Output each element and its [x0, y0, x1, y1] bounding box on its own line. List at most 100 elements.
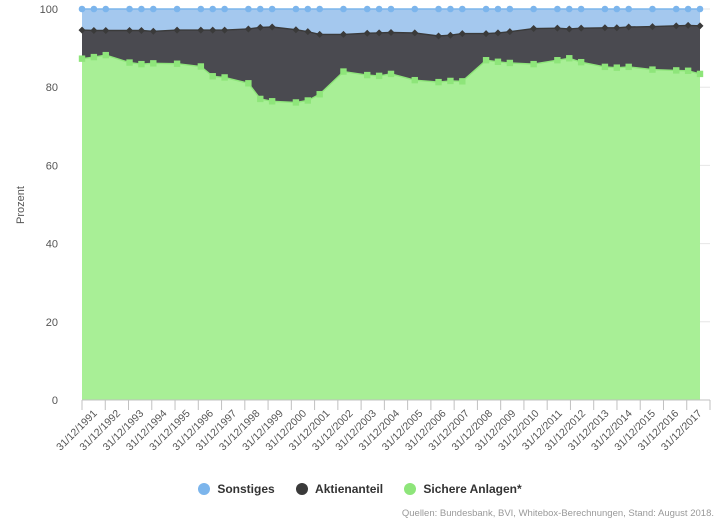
marker-sichere-anlagen-23[interactable]: [459, 78, 466, 85]
marker-sonstiges-2[interactable]: [102, 5, 110, 13]
marker-sichere-anlagen-26[interactable]: [506, 59, 514, 67]
marker-sichere-anlagen-10[interactable]: [245, 80, 252, 87]
legend-item-aktienanteil[interactable]: Aktienanteil: [296, 482, 383, 496]
marker-sonstiges-15[interactable]: [316, 5, 323, 13]
marker-sichere-anlagen-19[interactable]: [387, 70, 395, 78]
marker-sichere-anlagen-5[interactable]: [150, 60, 157, 67]
marker-sichere-anlagen-18[interactable]: [375, 72, 383, 80]
area-aktienanteil[interactable]: [82, 25, 700, 103]
marker-aktienanteil-36[interactable]: [684, 21, 692, 29]
marker-sichere-anlagen-28[interactable]: [554, 57, 561, 64]
marker-aktienanteil-21[interactable]: [435, 32, 443, 40]
marker-sichere-anlagen-15[interactable]: [316, 91, 323, 98]
marker-aktienanteil-26[interactable]: [506, 28, 514, 36]
marker-sonstiges-23[interactable]: [459, 5, 466, 13]
marker-sonstiges-24[interactable]: [482, 5, 490, 13]
marker-sonstiges-35[interactable]: [672, 5, 680, 13]
marker-sichere-anlagen-20[interactable]: [411, 76, 418, 84]
marker-sonstiges-29[interactable]: [565, 5, 573, 13]
marker-sonstiges-12[interactable]: [268, 5, 276, 13]
marker-sichere-anlagen-13[interactable]: [292, 99, 300, 106]
marker-sichere-anlagen-35[interactable]: [673, 67, 680, 74]
marker-sonstiges-14[interactable]: [304, 5, 312, 13]
marker-sonstiges-17[interactable]: [363, 5, 371, 13]
marker-sonstiges-11[interactable]: [256, 5, 264, 13]
marker-sonstiges-19[interactable]: [387, 5, 395, 13]
marker-aktienanteil-17[interactable]: [363, 29, 371, 37]
marker-aktienanteil-2[interactable]: [102, 27, 110, 35]
marker-sichere-anlagen-27[interactable]: [530, 60, 537, 68]
marker-sonstiges-10[interactable]: [245, 5, 252, 13]
marker-sonstiges-1[interactable]: [90, 5, 98, 13]
marker-aktienanteil-27[interactable]: [530, 25, 538, 33]
marker-sichere-anlagen-3[interactable]: [126, 59, 133, 66]
marker-aktienanteil-16[interactable]: [339, 30, 347, 38]
marker-sonstiges-26[interactable]: [506, 5, 514, 13]
marker-aktienanteil-12[interactable]: [268, 23, 276, 31]
marker-aktienanteil-0[interactable]: [78, 26, 86, 34]
marker-sichere-anlagen-7[interactable]: [197, 63, 205, 70]
marker-sonstiges-4[interactable]: [138, 5, 145, 13]
marker-sichere-anlagen-16[interactable]: [340, 68, 347, 75]
marker-sichere-anlagen-30[interactable]: [577, 58, 585, 66]
marker-aktienanteil-32[interactable]: [613, 24, 621, 32]
marker-aktienanteil-30[interactable]: [577, 24, 585, 32]
marker-sichere-anlagen-22[interactable]: [447, 77, 454, 85]
marker-sonstiges-7[interactable]: [197, 5, 205, 13]
marker-sichere-anlagen-2[interactable]: [102, 51, 109, 59]
marker-sonstiges-25[interactable]: [494, 5, 502, 13]
marker-sonstiges-0[interactable]: [78, 5, 86, 13]
marker-sonstiges-5[interactable]: [150, 5, 157, 13]
marker-aktienanteil-1[interactable]: [90, 27, 98, 35]
marker-sonstiges-33[interactable]: [625, 5, 632, 13]
marker-sichere-anlagen-12[interactable]: [268, 98, 276, 105]
marker-sichere-anlagen-31[interactable]: [601, 63, 609, 71]
marker-sonstiges-34[interactable]: [649, 5, 656, 13]
marker-sichere-anlagen-32[interactable]: [613, 64, 621, 71]
marker-aktienanteil-5[interactable]: [149, 27, 157, 35]
marker-aktienanteil-29[interactable]: [565, 25, 573, 33]
marker-aktienanteil-35[interactable]: [672, 22, 680, 30]
marker-aktienanteil-9[interactable]: [221, 26, 229, 34]
marker-sichere-anlagen-14[interactable]: [304, 97, 312, 104]
marker-aktienanteil-13[interactable]: [292, 26, 300, 34]
area-sichere-anlagen[interactable]: [82, 55, 700, 400]
marker-sichere-anlagen-0[interactable]: [78, 55, 86, 62]
marker-aktienanteil-15[interactable]: [316, 30, 324, 38]
marker-aktienanteil-22[interactable]: [446, 31, 454, 39]
marker-aktienanteil-34[interactable]: [648, 23, 656, 31]
marker-sonstiges-27[interactable]: [530, 5, 537, 13]
legend-item-sichere-anlagen[interactable]: Sichere Anlagen*: [404, 482, 522, 496]
marker-sonstiges-9[interactable]: [221, 5, 228, 13]
legend-item-sonstiges[interactable]: Sonstiges: [198, 482, 275, 496]
marker-sonstiges-22[interactable]: [447, 5, 454, 13]
marker-sonstiges-36[interactable]: [684, 5, 692, 13]
marker-aktienanteil-7[interactable]: [197, 26, 205, 34]
marker-sichere-anlagen-4[interactable]: [138, 60, 145, 68]
marker-aktienanteil-10[interactable]: [244, 25, 252, 33]
marker-sichere-anlagen-8[interactable]: [209, 73, 216, 80]
marker-aktienanteil-37[interactable]: [696, 22, 704, 30]
marker-aktienanteil-28[interactable]: [553, 24, 561, 32]
marker-sonstiges-3[interactable]: [126, 5, 133, 13]
marker-aktienanteil-31[interactable]: [601, 24, 609, 32]
marker-aktienanteil-8[interactable]: [209, 26, 217, 34]
marker-aktienanteil-33[interactable]: [625, 23, 633, 31]
marker-sonstiges-32[interactable]: [613, 5, 621, 13]
marker-sonstiges-13[interactable]: [292, 5, 300, 13]
marker-sonstiges-31[interactable]: [601, 5, 609, 13]
marker-aktienanteil-4[interactable]: [137, 27, 145, 35]
marker-sonstiges-37[interactable]: [696, 5, 704, 13]
marker-aktienanteil-11[interactable]: [256, 23, 264, 31]
marker-aktienanteil-6[interactable]: [173, 26, 181, 34]
marker-aktienanteil-14[interactable]: [304, 28, 312, 36]
marker-aktienanteil-24[interactable]: [482, 30, 490, 38]
marker-sichere-anlagen-37[interactable]: [696, 70, 704, 78]
marker-aktienanteil-18[interactable]: [375, 29, 383, 37]
marker-sichere-anlagen-9[interactable]: [221, 74, 228, 81]
marker-sichere-anlagen-21[interactable]: [435, 78, 442, 86]
marker-sonstiges-30[interactable]: [577, 5, 585, 13]
marker-aktienanteil-3[interactable]: [126, 27, 134, 35]
marker-sichere-anlagen-33[interactable]: [625, 63, 632, 71]
marker-sichere-anlagen-6[interactable]: [173, 60, 181, 67]
